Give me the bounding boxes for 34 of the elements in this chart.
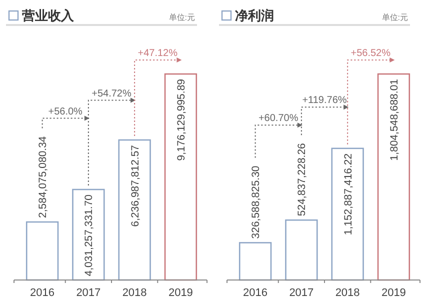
annotation: +60.70%	[258, 113, 298, 124]
x-tick-label: 2017	[289, 287, 314, 299]
x-tick-label: 2018	[335, 287, 360, 299]
annotation: +54.72%	[92, 88, 132, 100]
x-tick-label: 2019	[381, 287, 406, 299]
x-tick-label: 2018	[122, 287, 147, 299]
chart-title: 净利润	[235, 8, 274, 23]
bar	[285, 219, 318, 281]
data-label: 6,236,987,812.57	[129, 144, 142, 227]
annotation: +119.76%	[302, 95, 347, 106]
bar	[238, 242, 272, 281]
text: +47.12%	[138, 48, 178, 59]
data-label: 2,584,075,080.34	[37, 136, 50, 218]
x-tick-label: 2016	[30, 287, 55, 299]
bar	[118, 139, 151, 281]
data-label: 9,176,129,995.89	[176, 78, 188, 161]
x-tick-label: 2017	[76, 287, 101, 299]
data-label: 4,031,257,331.70	[83, 194, 96, 276]
bar	[377, 73, 410, 281]
chart-subtitle: 单位:元	[168, 13, 195, 22]
bar	[164, 73, 198, 281]
chart-title: 营业收入	[21, 8, 75, 23]
data-label: 326,588,825.30	[250, 166, 262, 239]
bar	[72, 188, 105, 281]
x-tick-label: 2016	[243, 287, 268, 299]
data-label: 524,837,228.26	[296, 142, 308, 216]
annotation: +56.0%	[48, 106, 83, 118]
data-label: 1,152,887,416.22	[342, 153, 354, 236]
x-tick-label: 2019	[168, 287, 193, 299]
bar	[26, 221, 59, 281]
chart-subtitle: 单位:元	[382, 13, 408, 22]
bar	[331, 148, 364, 281]
text: +56.52%	[350, 48, 391, 59]
data-label: 1,804,548,688.01	[388, 78, 400, 161]
